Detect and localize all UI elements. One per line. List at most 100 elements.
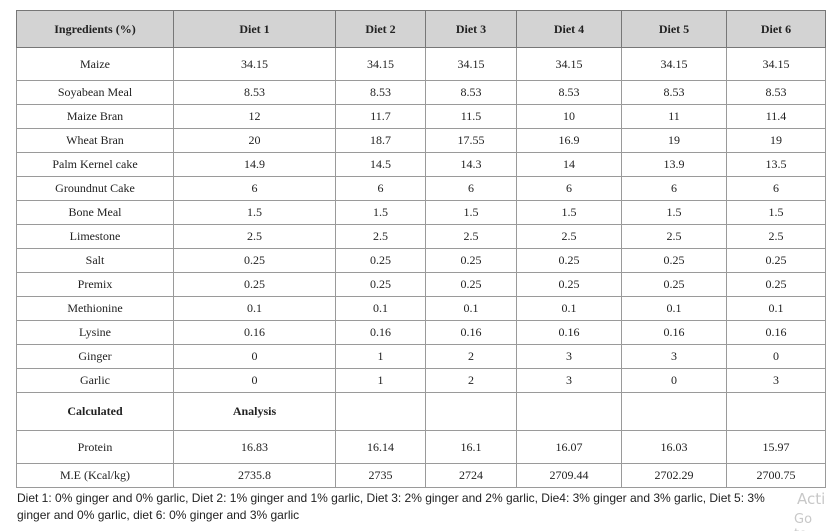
table-body: Maize 34.15 34.15 34.15 34.15 34.15 34.15 Soyab… [16,47,826,488]
table-cell: 1.5 [621,200,727,225]
table-cell: 0 [726,344,826,369]
empty-cell [516,392,622,431]
table-row: Salt 0.25 0.25 0.25 0.25 0.25 0.25 [16,248,826,273]
table-cell: 34.15 [726,47,826,81]
header-cell: Diet 6 [726,10,826,48]
table-row: Bone Meal 1.5 1.5 1.5 1.5 1.5 1.5 [16,200,826,225]
table-cell: 6 [726,176,826,201]
table-cell: 0.16 [173,320,336,345]
table-cell: 2724 [425,463,517,488]
table-cell: 8.53 [425,80,517,105]
header-cell: Diet 2 [335,10,426,48]
table-cell: 0 [173,344,336,369]
table-cell: 18.7 [335,128,426,153]
empty-cell [425,392,517,431]
table-row: Palm Kernel cake 14.9 14.5 14.3 14 13.9 13.5 [16,152,826,177]
table-row: Protein 16.83 16.14 16.1 16.07 16.03 15.97 [16,430,826,464]
table-cell: 0.25 [516,272,622,297]
header-cell: Ingredients (%) [16,10,174,48]
watermark: Go to [794,512,813,531]
header-row: Ingredients (%) Diet 1 Diet 2 Diet 3 Diet 4 D… [16,10,826,48]
table-cell: 0.25 [173,248,336,273]
empty-cell [621,392,727,431]
table-cell: 8.53 [335,80,426,105]
table-cell: Soyabean Meal [16,80,174,105]
table-cell: 2700.75 [726,463,826,488]
table-cell: 16.83 [173,430,336,464]
table-cell: 11 [621,104,727,129]
table-cell: 16.07 [516,430,622,464]
table-cell: 34.15 [425,47,517,81]
table-cell: 12 [173,104,336,129]
table-cell: Methionine [16,296,174,321]
table-row: Methionine 0.1 0.1 0.1 0.1 0.1 0.1 [16,296,826,321]
table-cell: 20 [173,128,336,153]
table-cell: 0.1 [335,296,426,321]
header-cell: Diet 1 [173,10,336,48]
table-cell: 13.9 [621,152,727,177]
table-cell: 2735.8 [173,463,336,488]
table-cell: 14 [516,152,622,177]
table-cell: 1.5 [425,200,517,225]
header-cell: Diet 3 [425,10,517,48]
table-cell: 0 [621,368,727,393]
table-cell: 11.5 [425,104,517,129]
table-row: Groundnut Cake 6 6 6 6 6 6 [16,176,826,201]
table-cell: Ginger [16,344,174,369]
table-cell: 10 [516,104,622,129]
table-row: Garlic 0 1 2 3 0 3 [16,368,826,393]
table-cell: Groundnut Cake [16,176,174,201]
table-cell: 0.1 [726,296,826,321]
table-cell: 2 [425,368,517,393]
table-cell: 0.1 [621,296,727,321]
table-cell: Protein [16,430,174,464]
table-cell: 17.55 [425,128,517,153]
table-cell: 0.25 [335,272,426,297]
table-row: Premix 0.25 0.25 0.25 0.25 0.25 0.25 [16,272,826,297]
table-cell: Limestone [16,224,174,249]
table-row: Limestone 2.5 2.5 2.5 2.5 2.5 2.5 [16,224,826,249]
table-cell: 2.5 [173,224,336,249]
table-cell: 0.1 [173,296,336,321]
table-cell: 8.53 [173,80,336,105]
table-cell: 0.25 [726,248,826,273]
table-cell: 6 [621,176,727,201]
table-cell: M.E (Kcal/kg) [16,463,174,488]
table-cell: 14.5 [335,152,426,177]
header-cell: Diet 4 [516,10,622,48]
table-cell: 2702.29 [621,463,727,488]
table-cell: 19 [726,128,826,153]
table-row: Ginger 0 1 2 3 3 0 [16,344,826,369]
table-cell: 3 [516,344,622,369]
table-cell: 13.5 [726,152,826,177]
watermark: Acti [797,490,826,508]
table-cell: 34.15 [335,47,426,81]
table-cell: 2 [425,344,517,369]
table-cell: 2.5 [726,224,826,249]
table-cell: 19 [621,128,727,153]
table-cell: 3 [516,368,622,393]
table-cell: 0.25 [621,248,727,273]
table-row: Calculated Analysis [16,392,826,431]
table-cell: Lysine [16,320,174,345]
table-row: M.E (Kcal/kg) 2735.8 2735 2724 2709.44 2702.2… [16,463,826,488]
table-cell: Garlic [16,368,174,393]
table-cell: 1.5 [726,200,826,225]
table-cell: 11.7 [335,104,426,129]
table-row: Wheat Bran 20 18.7 17.55 16.9 19 19 [16,128,826,153]
table-cell: 15.97 [726,430,826,464]
empty-cell [726,392,826,431]
table-cell: 3 [726,368,826,393]
table-cell: Maize [16,47,174,81]
table-row: Maize Bran 12 11.7 11.5 10 11 11.4 [16,104,826,129]
table-cell: 16.14 [335,430,426,464]
table-cell: 11.4 [726,104,826,129]
table-cell: 2735 [335,463,426,488]
table-cell: 6 [173,176,336,201]
table-cell: 2.5 [425,224,517,249]
table-cell: 0.25 [335,248,426,273]
table-cell: 16.9 [516,128,622,153]
table-cell: Salt [16,248,174,273]
table-cell: 1.5 [173,200,336,225]
